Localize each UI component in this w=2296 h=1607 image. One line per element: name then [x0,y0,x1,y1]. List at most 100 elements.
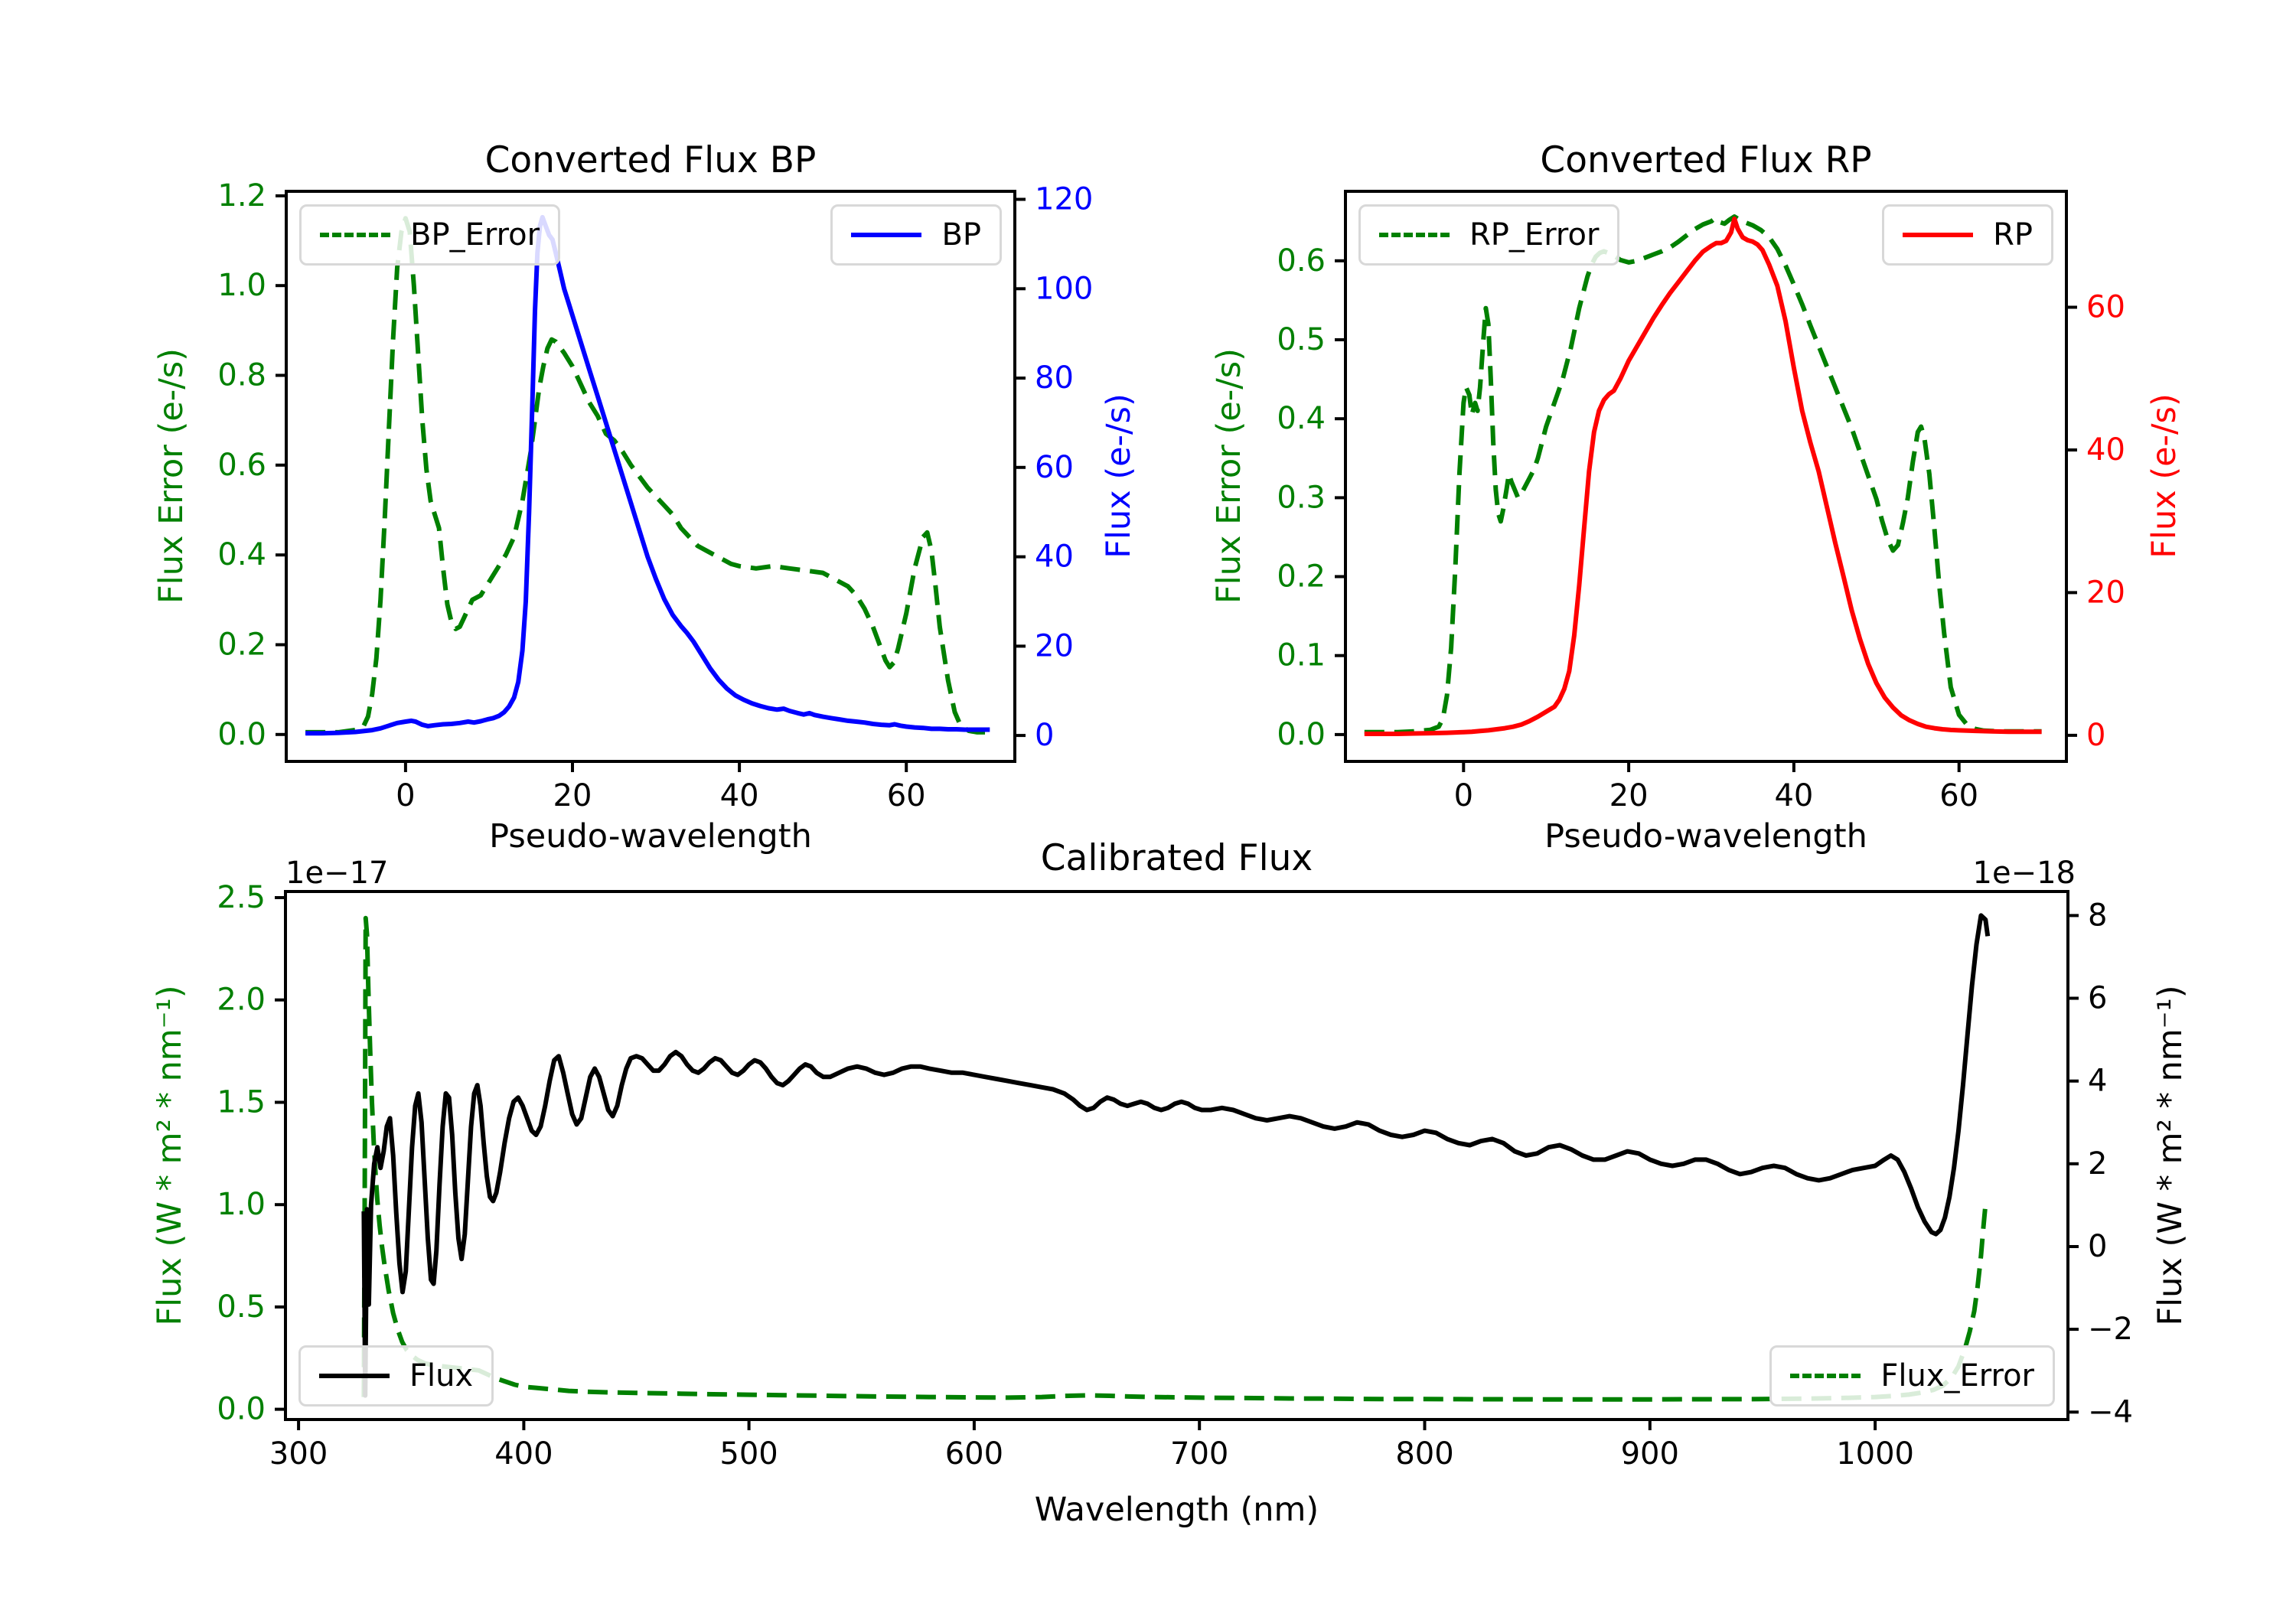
x-tick-label: 0 [396,778,415,813]
y-tick-label-left: 0.0 [217,1392,266,1427]
y-tick-label-left: 1.2 [217,178,266,214]
x-tick-label: 900 [1621,1436,1679,1472]
bp-legend-label: BP [941,217,981,253]
flux-curve [361,913,1991,1398]
y-tick-label-right: 60 [2086,290,2125,325]
left-axis-offset-text: 1e−17 [285,856,389,891]
y-tick-label-right: 20 [2086,575,2125,610]
y-tick-label-left: 1.0 [217,1187,266,1222]
y-tick-label-left: 0.0 [1277,717,1326,752]
y-tick-label-right: 0 [1035,718,1054,753]
calibrated-flux-title: Calibrated Flux [1040,837,1313,879]
y-tick-label-right: 100 [1035,271,1093,306]
x-tick-label: 500 [719,1436,778,1472]
axes-spines [284,890,2069,1421]
x-tick-label: 800 [1395,1436,1453,1472]
y-tick-label-left: 0.6 [217,448,266,483]
y-tick-label-right: 8 [2088,898,2107,933]
y-tick-label-right: 0 [2086,718,2105,753]
right-axis-offset-text: 1e−18 [1972,856,2076,891]
x-tick-label: 40 [720,778,759,813]
y-tick-label-left: 1.5 [217,1085,266,1120]
axes-spines [1344,190,2068,763]
y-tick-label-left: 0.5 [1277,322,1326,357]
plot-area [361,913,1991,1402]
axes-spines [285,190,1016,763]
y-tick-label-right: 40 [1035,539,1074,575]
x-tick-label: 600 [945,1436,1003,1472]
bp-ylabel-left: Flux Error (e-/s) [152,348,191,604]
plot-area [305,214,990,736]
dashed-line-sample-icon [320,233,390,237]
rp-ylabel-right: Flux (e-/s) [2145,393,2183,559]
calibrated-xlabel: Wavelength (nm) [1034,1491,1319,1529]
y-tick-label-left: 2.0 [217,983,266,1018]
flux-error-legend: Flux_Error [1769,1345,2055,1407]
y-tick-label-right: 6 [2088,981,2107,1016]
y-tick-label-left: 0.1 [1277,638,1326,673]
bp-ylabel-right: Flux (e-/s) [1100,393,1138,559]
y-tick-label-right: 4 [2088,1064,2107,1099]
bp-chart-title: Converted Flux BP [484,139,817,181]
rp-legend-label: RP [1993,217,2033,253]
y-tick-label-left: 0.8 [217,358,266,393]
y-tick-label-right: 0 [2088,1229,2107,1264]
y-tick-label-right: 60 [1035,450,1074,485]
x-tick-label: 20 [553,778,592,813]
x-tick-label: 400 [494,1436,553,1472]
rp-axes: 0 20 40 60 0.0 0.1 0.2 0.3 0.4 0.5 0.6 0 20 40 60 [1277,190,2125,813]
x-tick-label: 60 [1939,778,1978,813]
rp-error-legend: RP_Error [1358,204,1620,266]
y-tick-label-left: 0.4 [1277,401,1326,436]
flux-legend-label: Flux [409,1358,474,1393]
rp-error-curve [1364,214,2042,735]
calibrated-ylabel-right: Flux (W * m² * nm⁻¹) [2151,985,2190,1326]
rp-curve [1364,216,2042,736]
y-tick-label-left: 0.6 [1277,243,1326,279]
calibrated-flux-axes: 300 400 500 600 700 800 900 1000 0.0 0.5 1.0 1.5 2.0… [217,880,2133,1472]
bp-xlabel: Pseudo-wavelength [489,817,812,856]
dashed-line-sample-icon [1790,1374,1861,1378]
y-tick-label-right: 80 [1035,360,1074,396]
plot-area [1364,214,2042,736]
bp-error-legend: BP_Error [299,204,561,266]
solid-line-sample-icon [851,233,922,237]
x-tick-label: 60 [887,778,926,813]
rp-xlabel: Pseudo-wavelength [1544,817,1867,856]
y-tick-label-right: 40 [2086,432,2125,468]
y-tick-label-left: 1.0 [217,268,266,303]
y-tick-label-right: 120 [1035,182,1093,217]
y-tick-label-right: −2 [2088,1312,2133,1347]
x-tick-label: 300 [269,1436,328,1472]
dashed-line-sample-icon [1379,233,1450,237]
rp-error-legend-label: RP_Error [1469,217,1600,253]
rp-chart-title: Converted Flux RP [1540,139,1872,181]
solid-line-sample-icon [319,1374,390,1378]
y-tick-label-left: 0.4 [217,537,266,572]
y-tick-label-left: 0.2 [217,627,266,663]
y-tick-label-right: 2 [2088,1146,2107,1182]
x-tick-label: 20 [1609,778,1649,813]
y-tick-label-left: 0.3 [1277,480,1326,515]
x-tick-label: 700 [1170,1436,1228,1472]
flux-error-legend-label: Flux_Error [1880,1358,2034,1393]
x-tick-label: 40 [1774,778,1813,813]
flux-legend: Flux [298,1345,494,1407]
solid-line-sample-icon [1903,233,1974,237]
bp-legend: BP [830,204,1002,266]
bp-error-legend-label: BP_Error [410,217,540,253]
y-tick-label-left: 0.5 [217,1289,266,1325]
x-tick-label: 1000 [1836,1436,1914,1472]
bp-error-curve [305,216,990,735]
y-tick-label-left: 0.0 [217,717,266,752]
y-tick-label-left: 2.5 [217,880,266,915]
bp-axes: 0 20 40 60 0.0 0.2 0.4 0.6 0.8 1.0 1.2 0 20 40 60 80 100… [217,178,1093,813]
bp-curve [305,214,990,736]
rp-legend: RP [1882,204,2053,266]
x-tick-label: 0 [1454,778,1473,813]
y-tick-label-left: 0.2 [1277,559,1326,595]
flux-error-curve [361,915,1988,1402]
calibrated-ylabel-left: Flux (W * m² * nm⁻¹) [151,985,189,1326]
rp-ylabel-left: Flux Error (e-/s) [1210,348,1248,604]
